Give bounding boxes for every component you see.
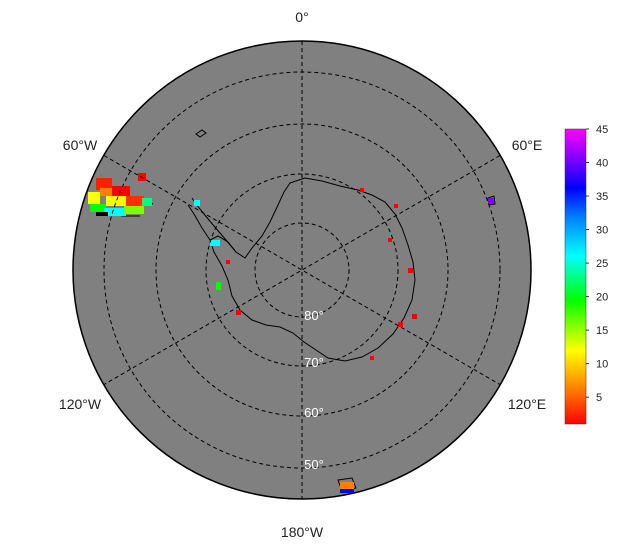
lat-label-50: 50° xyxy=(304,457,324,472)
lat-label-60: 60° xyxy=(304,405,324,420)
lat-label-80: 80° xyxy=(304,308,324,323)
colorbar-ticks: 5 10 15 20 25 30 35 40 45 xyxy=(586,124,608,404)
lon-label-180w: 180°W xyxy=(281,524,324,540)
colorbar-tick-label: 45 xyxy=(596,124,608,136)
lon-label-120e: 120°E xyxy=(508,396,546,412)
colorbar-tick-label: 5 xyxy=(596,392,602,404)
colorbar-tick-label: 20 xyxy=(596,292,608,304)
data-pixels-peninsula xyxy=(194,200,241,315)
colorbar-tick-label: 40 xyxy=(596,158,608,170)
data-pixels-south-america xyxy=(88,173,152,216)
colorbar-tick-label: 15 xyxy=(596,325,608,337)
lon-label-0: 0° xyxy=(295,9,308,25)
colorbar xyxy=(564,128,587,425)
island-outline xyxy=(195,129,207,138)
colorbar-tick-label: 35 xyxy=(596,191,608,203)
map-disc xyxy=(72,40,532,500)
lon-label-120w: 120°W xyxy=(59,396,102,412)
lon-label-60e: 60°E xyxy=(512,137,543,153)
data-pixels-east-coast xyxy=(360,188,494,360)
antarctica-coastline xyxy=(209,177,416,362)
graticule xyxy=(103,41,501,499)
colorbar-tick-label: 30 xyxy=(596,225,608,237)
data-pixels-south xyxy=(340,482,354,493)
colorbar-tick-label: 10 xyxy=(596,359,608,371)
colorbar-tick-label: 25 xyxy=(596,258,608,270)
lat-label-70: 70° xyxy=(304,355,324,370)
lon-label-60w: 60°W xyxy=(63,137,98,153)
